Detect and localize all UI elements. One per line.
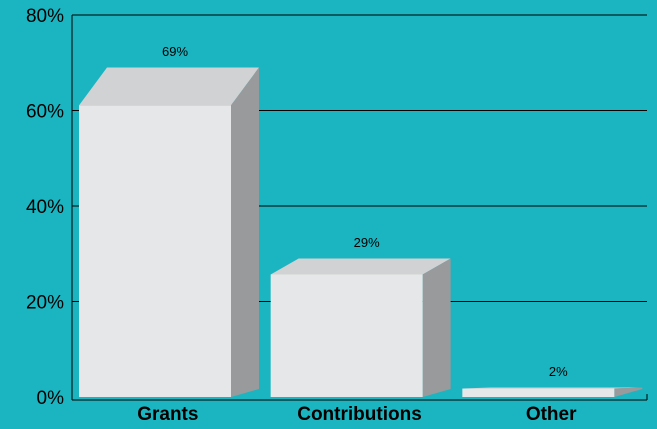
x-tick-label: Grants <box>137 404 198 425</box>
bar-top <box>270 258 451 275</box>
value-label: 2% <box>549 364 568 379</box>
x-tick-label: Other <box>526 404 577 425</box>
y-tick-label: 60% <box>26 102 64 123</box>
y-tick-label: 20% <box>26 293 64 314</box>
bar-front <box>270 274 423 397</box>
bar-top <box>462 387 643 389</box>
bar-side <box>422 258 451 397</box>
value-label: 69% <box>162 44 188 59</box>
bar-front <box>462 388 615 397</box>
bar-front <box>79 105 231 398</box>
y-tick-label: 80% <box>26 6 64 27</box>
bar-side <box>614 387 643 397</box>
y-tick-label: 40% <box>26 197 64 218</box>
bar-side <box>231 67 259 398</box>
value-label: 29% <box>354 235 380 250</box>
x-tick-label: Contributions <box>297 404 422 425</box>
y-tick-label: 0% <box>37 388 65 409</box>
bar-top <box>79 67 259 106</box>
